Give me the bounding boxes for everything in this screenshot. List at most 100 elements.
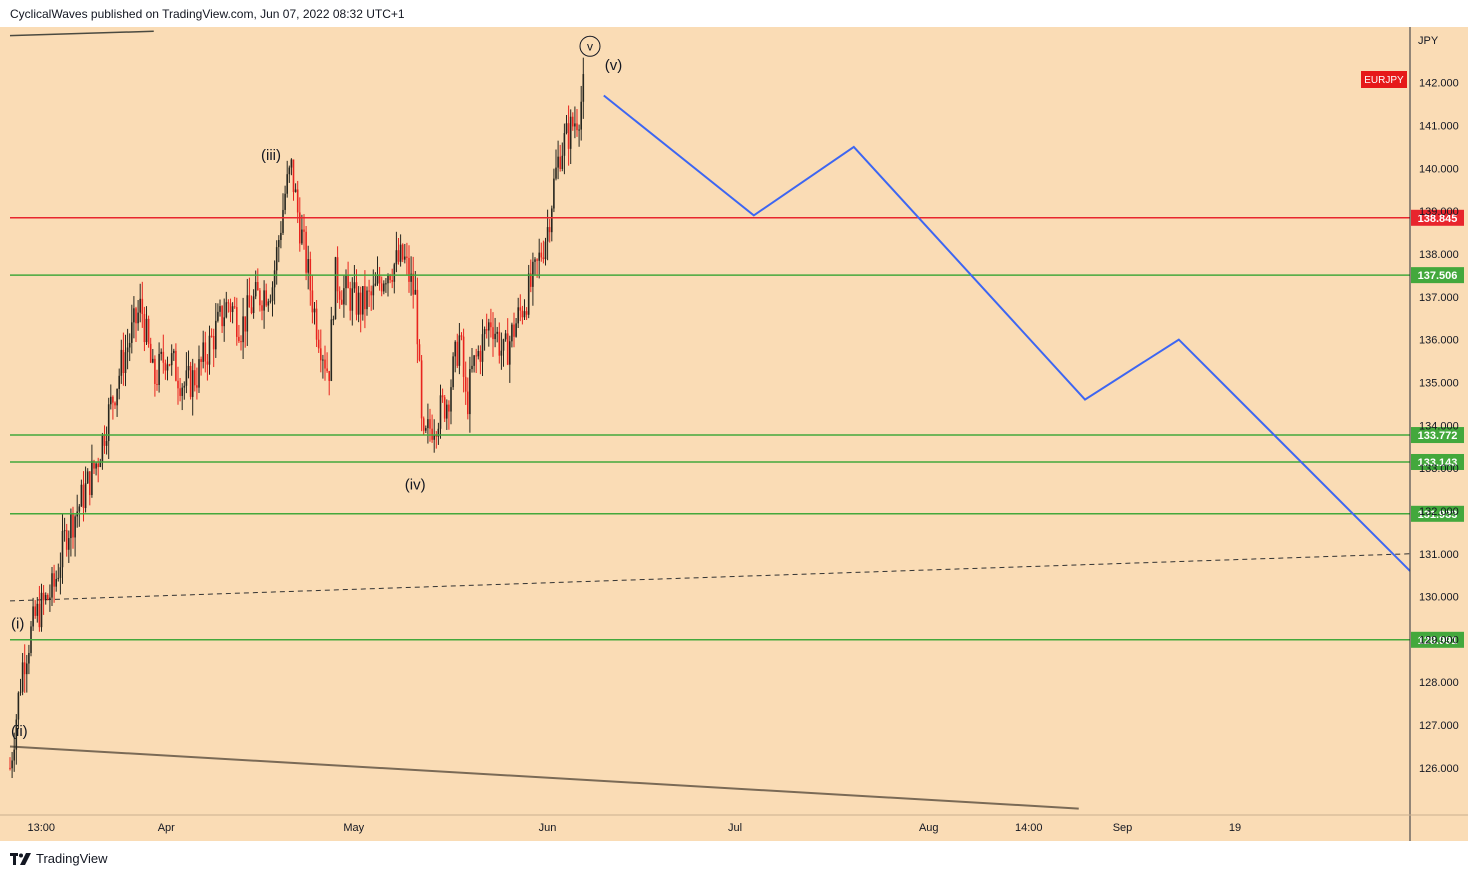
- level-price-label: 131.933: [1418, 509, 1458, 521]
- candle-body: [414, 289, 417, 295]
- candle-body: [273, 270, 276, 288]
- candle-body: [164, 362, 167, 371]
- candle-body: [368, 290, 370, 292]
- x-tick-label: Sep: [1113, 822, 1133, 834]
- candle-body: [95, 463, 97, 469]
- candle-body: [490, 322, 492, 328]
- candle-body: [93, 460, 95, 469]
- candle-body: [80, 484, 83, 507]
- candle-body: [565, 123, 568, 134]
- currency-label: JPY: [1418, 35, 1439, 47]
- y-tick-label: 127.000: [1419, 720, 1459, 732]
- candle-body: [217, 311, 219, 321]
- candle-body: [112, 396, 114, 403]
- publisher-header: CyclicalWaves published on TradingView.c…: [10, 7, 405, 21]
- candle-body: [236, 307, 238, 337]
- candle-body: [433, 434, 435, 440]
- candle-body: [212, 336, 215, 350]
- candle-body: [250, 307, 253, 314]
- candle-body: [296, 189, 299, 213]
- candle-body: [580, 101, 582, 130]
- candle-body: [28, 652, 30, 664]
- candle-body: [173, 350, 175, 354]
- candle-body: [496, 331, 498, 334]
- candle-body: [147, 318, 150, 344]
- candle-body: [229, 303, 232, 313]
- candle-body: [38, 603, 41, 628]
- candle-body: [110, 396, 112, 405]
- candle-body: [233, 306, 236, 308]
- candle-body: [546, 227, 549, 242]
- candle-body: [391, 280, 393, 282]
- candle-body: [576, 123, 578, 131]
- candle-body: [78, 506, 81, 512]
- candle-body: [383, 283, 385, 292]
- candle-body: [366, 290, 368, 310]
- candle-body: [435, 434, 438, 437]
- candle-body: [196, 385, 198, 388]
- candle-body: [116, 388, 118, 406]
- candle-body: [126, 347, 129, 353]
- candle-body: [355, 282, 358, 315]
- level-price-label: 133.772: [1418, 430, 1458, 442]
- candle-body: [548, 227, 551, 233]
- candle-body: [534, 259, 536, 262]
- candle-body: [322, 359, 324, 361]
- candle-body: [299, 212, 301, 244]
- candle-body: [238, 336, 240, 342]
- candle-body: [567, 123, 570, 149]
- candle-body: [97, 463, 99, 468]
- candle-body: [408, 257, 410, 282]
- candle-body: [257, 282, 259, 291]
- candle-body: [269, 300, 272, 302]
- candle-body: [519, 307, 522, 311]
- candle-body: [527, 273, 530, 315]
- level-price-badge: [1411, 453, 1464, 470]
- candle-body: [149, 343, 152, 363]
- candle-body: [141, 298, 144, 315]
- candle-body: [49, 597, 51, 600]
- candle-body: [380, 283, 383, 292]
- candle-body: [57, 577, 60, 580]
- candle-body: [21, 662, 24, 692]
- candle-body: [59, 567, 62, 578]
- tradingview-footer[interactable]: TradingView: [10, 851, 108, 866]
- y-tick-label: 141.000: [1419, 121, 1459, 133]
- wave-circle-marker: [579, 35, 601, 57]
- candle-body: [404, 256, 406, 260]
- x-tick-label: 14:00: [1015, 822, 1043, 834]
- level-price-label: 138.845: [1418, 213, 1458, 225]
- candle-body: [481, 334, 484, 362]
- candle-body: [313, 308, 316, 313]
- y-tick-label: 140.000: [1419, 163, 1459, 175]
- candle-body: [275, 247, 278, 271]
- candle-body: [305, 231, 307, 273]
- candle-body: [131, 322, 133, 343]
- candle-body: [53, 573, 55, 587]
- level-price-badge: [1411, 209, 1464, 226]
- candle-body: [246, 295, 249, 332]
- candle-body: [166, 364, 169, 371]
- candle-body: [502, 339, 505, 351]
- candle-body: [443, 397, 446, 419]
- candle-body: [128, 342, 131, 348]
- y-tick-label: 135.000: [1419, 377, 1459, 389]
- candle-body: [326, 368, 328, 372]
- x-tick-label: Jun: [539, 822, 557, 834]
- wave-label: (v): [605, 57, 623, 74]
- candle-body: [525, 311, 528, 315]
- candle-body: [328, 371, 330, 381]
- candle-body: [439, 395, 442, 429]
- candle-body: [332, 319, 335, 321]
- candle-body: [569, 116, 572, 149]
- candle-body: [280, 232, 282, 240]
- candle-body: [422, 418, 425, 431]
- candle-body: [133, 308, 135, 323]
- candle-body: [99, 462, 102, 468]
- candle-body: [191, 370, 194, 397]
- candle-body: [338, 291, 341, 300]
- candle-body: [370, 291, 372, 296]
- candle-body: [330, 319, 333, 381]
- candle-body: [551, 208, 553, 233]
